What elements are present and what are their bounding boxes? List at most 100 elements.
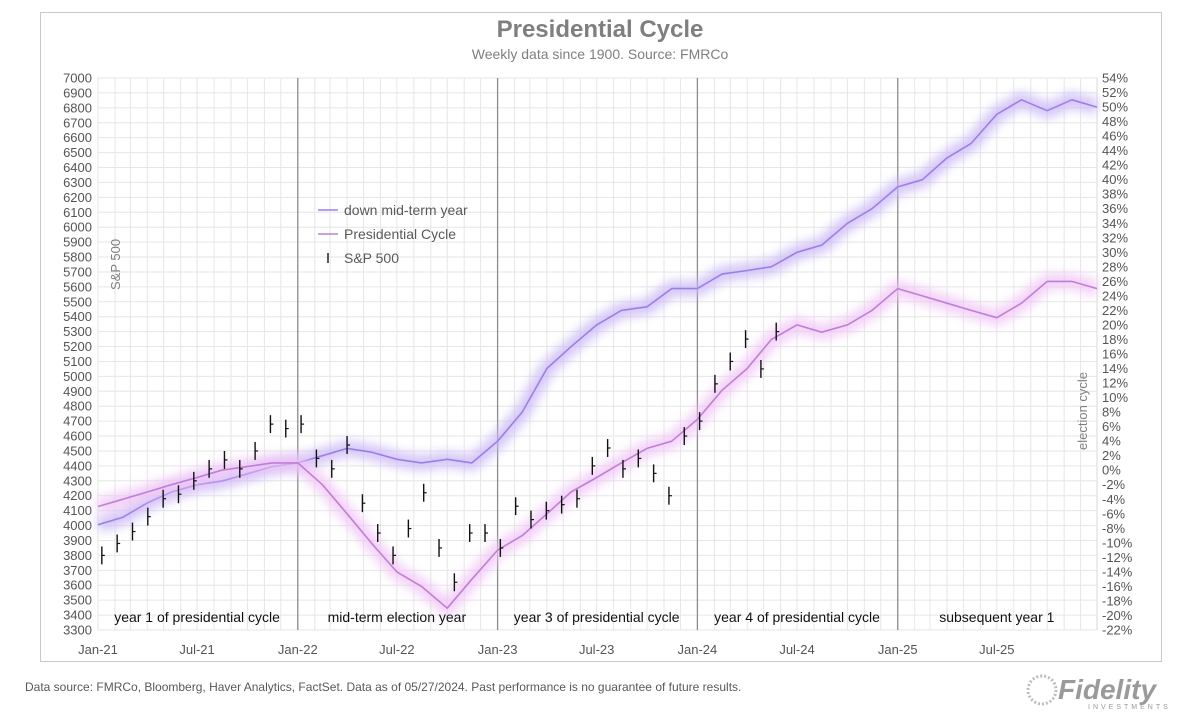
y-left-tick-label: 3400 (63, 608, 92, 623)
y-right-tick-label: -18% (1102, 593, 1133, 608)
y-left-tick-label: 6200 (63, 190, 92, 205)
y-left-tick-label: 5800 (63, 250, 92, 265)
y-left-tick-label: 5900 (63, 235, 92, 250)
segment-label: year 3 of presidential cycle (514, 609, 680, 625)
segment-label: year 4 of presidential cycle (714, 609, 880, 625)
y-right-tick-label: 24% (1102, 288, 1128, 303)
y-left-tick-label: 3800 (63, 548, 92, 563)
y-right-tick-label: 16% (1102, 347, 1128, 362)
y-right-tick-label: 22% (1102, 303, 1128, 318)
y-right-axis-label: election cycle (1075, 372, 1090, 450)
y-right-tick-label: 42% (1102, 158, 1128, 173)
axes: 3300340035003600370038003900400041004200… (63, 71, 1133, 658)
y-right-tick-label: 48% (1102, 114, 1128, 129)
y-left-tick-label: 4900 (63, 384, 92, 399)
chart-subtitle: Weekly data since 1900. Source: FMRCo (471, 46, 729, 62)
y-right-tick-label: -8% (1102, 521, 1126, 536)
footer-disclaimer: Data source: FMRCo, Bloomberg, Haver Ana… (25, 680, 742, 694)
y-right-tick-label: -20% (1102, 608, 1133, 623)
year-dividers (297, 78, 899, 630)
y-right-tick-label: 14% (1102, 361, 1128, 376)
legend: down mid-term year Presidential Cycle S&P … (318, 202, 468, 266)
presidential-cycle-line (97, 280, 1098, 609)
y-left-tick-label: 3500 (63, 593, 92, 608)
x-tick-label: Jan-24 (678, 642, 718, 657)
y-left-tick-label: 5500 (63, 294, 92, 309)
y-right-tick-label: 4% (1102, 434, 1121, 449)
x-tick-label: Jul-24 (779, 642, 814, 657)
y-left-tick-label: 3700 (63, 563, 92, 578)
y-left-tick-label: 6100 (63, 205, 92, 220)
y-left-tick-label: 4000 (63, 518, 92, 533)
y-right-tick-label: -10% (1102, 535, 1133, 550)
y-left-tick-label: 5300 (63, 324, 92, 339)
y-right-tick-label: 38% (1102, 187, 1128, 202)
y-right-tick-label: 2% (1102, 448, 1121, 463)
y-right-tick-label: 20% (1102, 317, 1128, 332)
y-right-tick-label: -16% (1102, 579, 1133, 594)
x-tick-label: Jan-21 (78, 642, 118, 657)
y-left-tick-label: 4700 (63, 414, 92, 429)
brand-tagline: INVESTMENTS (1088, 704, 1171, 711)
x-tick-label: Jan-22 (278, 642, 318, 657)
y-right-tick-label: 34% (1102, 216, 1128, 231)
x-tick-label: Jul-23 (579, 642, 614, 657)
y-right-tick-label: 0% (1102, 463, 1121, 478)
y-left-tick-label: 6700 (63, 115, 92, 130)
chart-frame (40, 12, 1162, 662)
y-right-tick-label: 40% (1102, 172, 1128, 187)
y-left-tick-label: 6800 (63, 100, 92, 115)
gridlines (97, 77, 1098, 631)
y-left-tick-label: 4400 (63, 458, 92, 473)
y-right-tick-label: 26% (1102, 274, 1128, 289)
y-left-tick-label: 5700 (63, 264, 92, 279)
segment-label: subsequent year 1 (939, 609, 1054, 625)
brand-name: Fidelity (1058, 674, 1157, 705)
segment-label: mid-term election year (328, 609, 467, 625)
logo-sunburst-icon (1026, 674, 1058, 706)
y-left-tick-label: 5600 (63, 279, 92, 294)
y-right-tick-label: -14% (1102, 564, 1133, 579)
y-right-tick-label: -6% (1102, 506, 1126, 521)
y-left-tick-label: 5000 (63, 369, 92, 384)
segment-label: year 1 of presidential cycle (114, 609, 280, 625)
y-right-tick-label: 12% (1102, 376, 1128, 391)
y-left-tick-label: 7000 (63, 71, 92, 86)
y-left-tick-label: 4300 (63, 473, 92, 488)
y-left-tick-label: 6300 (63, 175, 92, 190)
x-tick-label: Jan-25 (878, 642, 918, 657)
y-left-tick-label: 4500 (63, 443, 92, 458)
y-left-tick-label: 4100 (63, 503, 92, 518)
y-right-tick-label: 18% (1102, 332, 1128, 347)
fidelity-logo (1026, 674, 1058, 706)
y-right-tick-label: 32% (1102, 230, 1128, 245)
legend-label: down mid-term year (344, 202, 468, 218)
x-tick-label: Jan-23 (478, 642, 518, 657)
y-left-tick-label: 6000 (63, 220, 92, 235)
y-left-tick-label: 5100 (63, 354, 92, 369)
series-lines (95, 91, 1100, 617)
y-right-tick-label: 44% (1102, 143, 1128, 158)
y-left-tick-label: 6600 (63, 130, 92, 145)
y-right-tick-label: 8% (1102, 405, 1121, 420)
y-left-tick-label: 4600 (63, 429, 92, 444)
y-left-axis-label: S&P 500 (108, 239, 123, 290)
y-left-tick-label: 3600 (63, 578, 92, 593)
y-right-tick-label: 30% (1102, 245, 1128, 260)
y-right-tick-label: 46% (1102, 129, 1128, 144)
y-left-tick-label: 4200 (63, 488, 92, 503)
legend-label: Presidential Cycle (344, 226, 456, 242)
y-right-tick-label: -12% (1102, 550, 1133, 565)
y-right-tick-label: 54% (1102, 71, 1128, 86)
y-right-tick-label: 10% (1102, 390, 1128, 405)
y-right-tick-label: -2% (1102, 477, 1126, 492)
y-right-tick-label: -22% (1102, 623, 1133, 638)
y-right-tick-label: 36% (1102, 201, 1128, 216)
y-right-tick-label: 50% (1102, 100, 1128, 115)
y-left-tick-label: 6900 (63, 85, 92, 100)
x-tick-label: Jul-22 (379, 642, 414, 657)
y-left-tick-label: 3900 (63, 533, 92, 548)
y-left-tick-label: 3300 (63, 623, 92, 638)
segment-labels: year 1 of presidential cycle mid-term ele… (114, 609, 1054, 625)
